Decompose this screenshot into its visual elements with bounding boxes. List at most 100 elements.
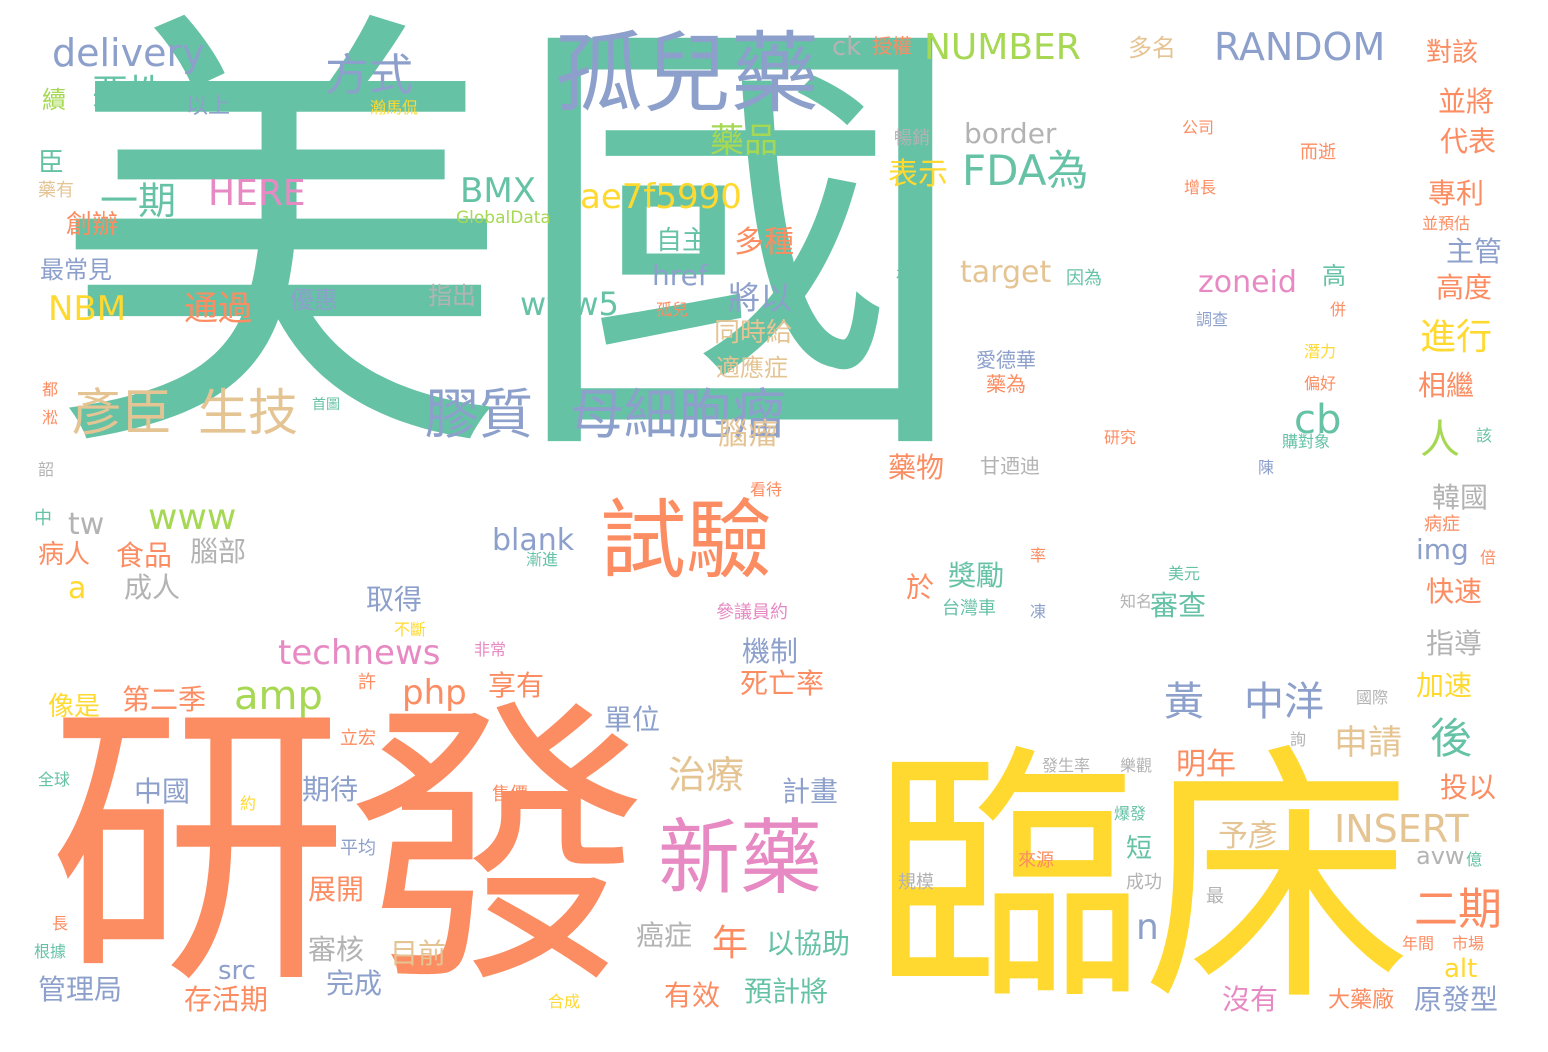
cloud-word: technews xyxy=(278,633,441,673)
cloud-word: 調查 xyxy=(1196,310,1229,329)
cloud-word: 進行 xyxy=(1420,317,1493,358)
cloud-word: 中 xyxy=(34,508,52,529)
cloud-word: www5 xyxy=(520,285,619,323)
cloud-word: 參議員約 xyxy=(716,602,788,623)
cloud-word: 快速 xyxy=(1426,575,1483,608)
cloud-word: 首圖 xyxy=(312,397,340,413)
cloud-word: 知名 xyxy=(1120,592,1153,611)
cloud-word: 購對象 xyxy=(1282,432,1331,451)
cloud-word: 漸進 xyxy=(526,550,559,569)
cloud-word: 臨床 xyxy=(872,722,1412,1037)
cloud-word: 黃 xyxy=(1164,679,1204,725)
cloud-word: 腦部 xyxy=(190,535,247,568)
cloud-word: 藥有 xyxy=(38,180,74,201)
cloud-word: 第二季 xyxy=(122,683,207,716)
cloud-word: 二期 xyxy=(1414,884,1502,935)
cloud-word: 病症 xyxy=(1424,514,1460,535)
cloud-word: 指導 xyxy=(1426,627,1483,660)
cloud-word: 補充 xyxy=(896,266,932,287)
cloud-word: 展開 xyxy=(308,873,365,906)
cloud-word: 藥品 xyxy=(710,121,778,161)
cloud-word: 瀚馬侃 xyxy=(370,98,419,117)
cloud-word: tw xyxy=(68,507,105,542)
cloud-word: 人 xyxy=(1420,417,1460,463)
cloud-word: 預計將 xyxy=(744,975,829,1008)
cloud-word: 淞 xyxy=(42,408,59,427)
cloud-word: 年間 xyxy=(1402,934,1435,953)
cloud-word: 公司 xyxy=(1182,118,1215,137)
cloud-word: 死亡率 xyxy=(740,667,825,700)
cloud-word: cb xyxy=(1294,397,1342,443)
cloud-word: 於 xyxy=(906,571,935,604)
cloud-word: 取得 xyxy=(366,583,423,616)
cloud-word: 併 xyxy=(1330,300,1347,319)
cloud-word: 最常見 xyxy=(40,256,112,284)
cloud-word: avw xyxy=(1416,842,1465,870)
cloud-word: 都 xyxy=(42,380,59,399)
cloud-word: 大藥廠 xyxy=(1328,988,1395,1013)
cloud-word: 韶 xyxy=(38,460,55,479)
cloud-word: 並預估 xyxy=(1422,214,1471,233)
cloud-word: 膠質 xyxy=(425,383,533,446)
cloud-word: 申請 xyxy=(1334,723,1402,763)
cloud-word: 偏好 xyxy=(1304,374,1337,393)
cloud-word: 審核 xyxy=(308,933,365,966)
cloud-word: 有效 xyxy=(664,979,721,1012)
cloud-word: 中國 xyxy=(134,775,191,808)
cloud-word: amp xyxy=(234,673,323,719)
cloud-word: 指出 xyxy=(428,282,476,310)
cloud-word: 全球 xyxy=(38,770,71,789)
cloud-word: 孤兒 xyxy=(656,300,689,319)
cloud-word: 來源 xyxy=(1018,850,1054,871)
cloud-word: 多種 xyxy=(734,225,794,260)
cloud-word: 彥臣 xyxy=(72,384,172,442)
cloud-word: 高度 xyxy=(1436,271,1493,304)
cloud-word: 億 xyxy=(1466,850,1483,869)
cloud-word: 優惠 xyxy=(290,286,338,314)
cloud-word: target xyxy=(960,255,1052,290)
cloud-word: 最 xyxy=(1206,886,1224,907)
cloud-word: 增長 xyxy=(1184,178,1217,197)
cloud-word: 期待 xyxy=(302,773,359,806)
cloud-word: 投以 xyxy=(1440,771,1497,804)
cloud-word: 相繼 xyxy=(1418,369,1475,402)
cloud-word: 樂觀 xyxy=(1120,756,1153,775)
cloud-word: 完成 xyxy=(326,967,383,1000)
cloud-word: 國際 xyxy=(1356,688,1389,707)
cloud-word: 非常 xyxy=(474,640,507,659)
cloud-word: 短 xyxy=(1126,834,1153,864)
cloud-word: ck xyxy=(832,32,862,62)
cloud-word: 藥為 xyxy=(986,372,1026,396)
cloud-word: 售價 xyxy=(492,784,528,805)
cloud-word: 存活期 xyxy=(184,983,269,1016)
cloud-word: 長 xyxy=(52,914,69,933)
cloud-word: 該 xyxy=(1476,426,1493,445)
cloud-word: 專利 xyxy=(1428,177,1485,210)
cloud-word: 規模 xyxy=(898,872,934,893)
cloud-word: GlobalData xyxy=(456,208,551,228)
cloud-word: 自主 xyxy=(656,226,709,256)
cloud-word: 研發 xyxy=(48,675,648,1024)
cloud-word: 病人 xyxy=(38,540,91,570)
cloud-word: 潛力 xyxy=(1304,342,1337,361)
cloud-word: 成功 xyxy=(1126,872,1162,893)
cloud-word: 享有 xyxy=(488,669,545,702)
cloud-word: 發生率 xyxy=(1042,756,1091,775)
cloud-word: a xyxy=(68,571,87,606)
cloud-word: HERE xyxy=(208,173,306,214)
cloud-word: www xyxy=(148,497,237,538)
cloud-word: 孤兒藥 xyxy=(555,22,820,125)
cloud-word: 通過 xyxy=(184,289,252,329)
cloud-word: border xyxy=(964,117,1057,150)
cloud-word: 癌症 xyxy=(636,919,693,952)
cloud-word: INSERT xyxy=(1334,807,1469,851)
cloud-word: 原發型 xyxy=(1414,983,1499,1016)
cloud-word: 市場 xyxy=(1452,934,1485,953)
cloud-word: 因為 xyxy=(1066,268,1102,289)
cloud-word: 凍 xyxy=(1030,602,1047,621)
cloud-word: 成人 xyxy=(124,571,181,604)
cloud-word: 續 xyxy=(42,86,66,114)
cloud-word: 臣 xyxy=(38,148,65,178)
cloud-word: 創辦 xyxy=(66,210,119,240)
cloud-word: 一期 xyxy=(100,179,177,223)
